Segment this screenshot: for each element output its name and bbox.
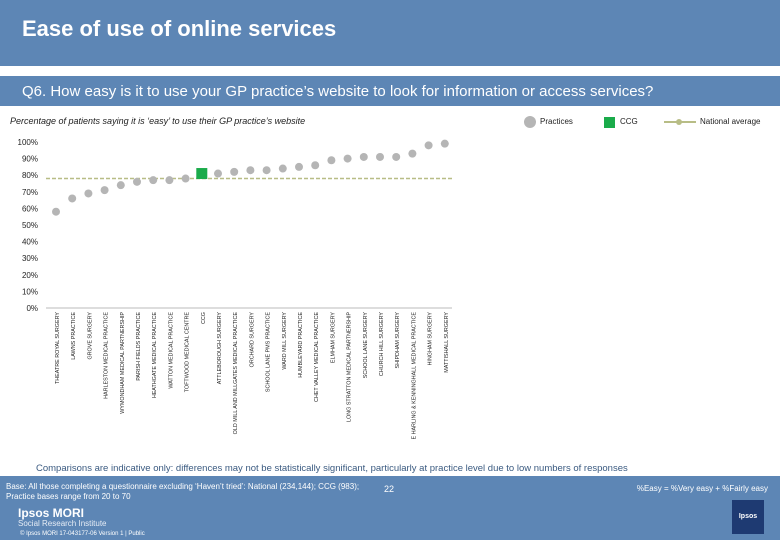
- x-category-label: ORCHARD SURGERY: [249, 312, 255, 368]
- y-tick-label: 80%: [22, 171, 38, 180]
- x-category-label: HARLESTON MEDICAL PRACTICE: [104, 312, 110, 399]
- y-tick-label: 40%: [22, 238, 38, 247]
- x-category-label: CCG: [201, 312, 207, 324]
- x-category-label: CHURCH HILL SURGERY: [379, 312, 385, 377]
- ipsos-mori-logo: Ipsos MORI: [18, 506, 85, 520]
- x-category-label: GROVE SURGERY: [87, 312, 93, 360]
- x-category-label: HEATHGATE MEDICAL PRACTICE: [152, 312, 158, 399]
- practice-point: [100, 186, 109, 195]
- x-category-label: LONG STRATTON MEDICAL PARTNERSHIP: [347, 312, 353, 422]
- legend-practices-marker: [524, 116, 536, 128]
- practice-point: [181, 174, 190, 183]
- question-text: Q6. How easy is it to use your GP practi…: [22, 83, 654, 100]
- legend-ccg-label: CCG: [620, 117, 638, 126]
- header-bar: Ease of use of online services: [0, 0, 780, 66]
- page-title: Ease of use of online services: [22, 16, 337, 41]
- easy-definition: %Easy = %Very easy + %Fairly easy: [636, 484, 768, 493]
- practice-point: [327, 156, 336, 165]
- practice-point: [246, 166, 255, 175]
- x-category-label: E HARLING & KENNINGHALL MEDICAL PRACTICE: [411, 312, 417, 440]
- y-tick-label: 50%: [22, 221, 38, 230]
- legend-ccg-marker: [604, 117, 615, 128]
- logo-subtitle: Social Research Institute: [18, 519, 107, 528]
- x-category-label: WYMONDHAM MEDICAL PARTNERSHIP: [120, 312, 126, 414]
- header-divider: [0, 66, 780, 68]
- chart-subtitle: Percentage of patients saying it is ‘eas…: [10, 116, 306, 126]
- x-category-label: MATTISHALL SURGERY: [444, 312, 450, 373]
- practice-point: [262, 166, 271, 175]
- practice-point: [440, 139, 449, 148]
- comparison-note: Comparisons are indicative only: differe…: [36, 463, 628, 474]
- practice-point: [376, 152, 384, 161]
- footer-bar: Base: All those completing a questionnai…: [0, 476, 780, 540]
- practice-point: [133, 177, 141, 186]
- practice-point: [278, 164, 287, 173]
- x-category-label: HINGHAM SURGERY: [428, 312, 434, 366]
- legend-national-marker: [664, 119, 696, 125]
- x-category-label: THEATRE ROYAL SURGERY: [55, 312, 61, 384]
- y-tick-label: 70%: [22, 188, 38, 197]
- x-category-label: SCHOOL LANE PMS PRACTICE: [266, 312, 272, 392]
- practice-point: [214, 169, 222, 178]
- x-category-label: PARISH FIELDS PRACTICE: [136, 312, 142, 381]
- x-category-label: WATTON MEDICAL PRACTICE: [168, 312, 174, 389]
- y-tick-label: 20%: [22, 271, 38, 280]
- ipsos-brand-icon: Ipsos: [732, 500, 764, 534]
- practice-point: [392, 152, 401, 161]
- practice-point: [424, 141, 433, 150]
- practice-point: [52, 207, 60, 216]
- y-tick-label: 0%: [26, 304, 38, 313]
- practice-point: [343, 154, 352, 163]
- question-band: Q6. How easy is it to use your GP practi…: [0, 76, 780, 106]
- practice-point: [408, 149, 417, 158]
- legend-national-label: National average: [700, 117, 761, 126]
- practice-point: [359, 152, 368, 161]
- practice-point: [230, 167, 239, 176]
- x-category-label: HUMBLEYARD PRACTICE: [298, 312, 304, 378]
- y-tick-label: 60%: [22, 204, 38, 213]
- y-tick-label: 10%: [22, 287, 38, 296]
- x-category-label: SHIPDHAM SURGERY: [395, 312, 401, 369]
- y-tick-label: 30%: [22, 254, 38, 263]
- practice-point: [116, 181, 125, 190]
- practice-point: [84, 189, 93, 198]
- x-category-label: SCHOOL LANE SURGERY: [363, 312, 369, 379]
- practice-point: [165, 176, 174, 185]
- x-category-label: CHET VALLEY MEDICAL PRACTICE: [314, 312, 320, 402]
- practice-point: [311, 161, 320, 170]
- practice-point: [149, 176, 158, 185]
- y-tick-label: 90%: [22, 155, 38, 164]
- page-number: 22: [384, 484, 395, 494]
- x-category-label: ELMHAM SURGERY: [330, 312, 336, 364]
- practice-point: [68, 194, 77, 203]
- x-category-label: LAWNS PRACTICE: [71, 312, 77, 360]
- x-category-label: WARD MILL SURGERY: [282, 312, 288, 370]
- copyright-text: © Ipsos MORI 17-043177-06 Version 1 | Pu…: [20, 531, 145, 537]
- base-note: Base: All those completing a questionnai…: [6, 482, 360, 501]
- practice-point: [295, 162, 303, 171]
- x-category-label: OLD MILL AND MILLGATES MEDICAL PRACTICE: [233, 312, 239, 435]
- x-category-label: TOFTWOOD MEDICAL CENTRE: [185, 312, 191, 393]
- ease-of-use-chart: 0% 10% 20% 30% 40% 50% 60% 70% 80% 90% 100% THEATRE…: [18, 138, 452, 440]
- x-category-label: ATTLEBOROUGH SURGERY: [217, 312, 223, 385]
- legend-practices-label: Practices: [540, 117, 573, 126]
- y-tick-label: 100%: [18, 138, 38, 147]
- ccg-point: [196, 168, 208, 180]
